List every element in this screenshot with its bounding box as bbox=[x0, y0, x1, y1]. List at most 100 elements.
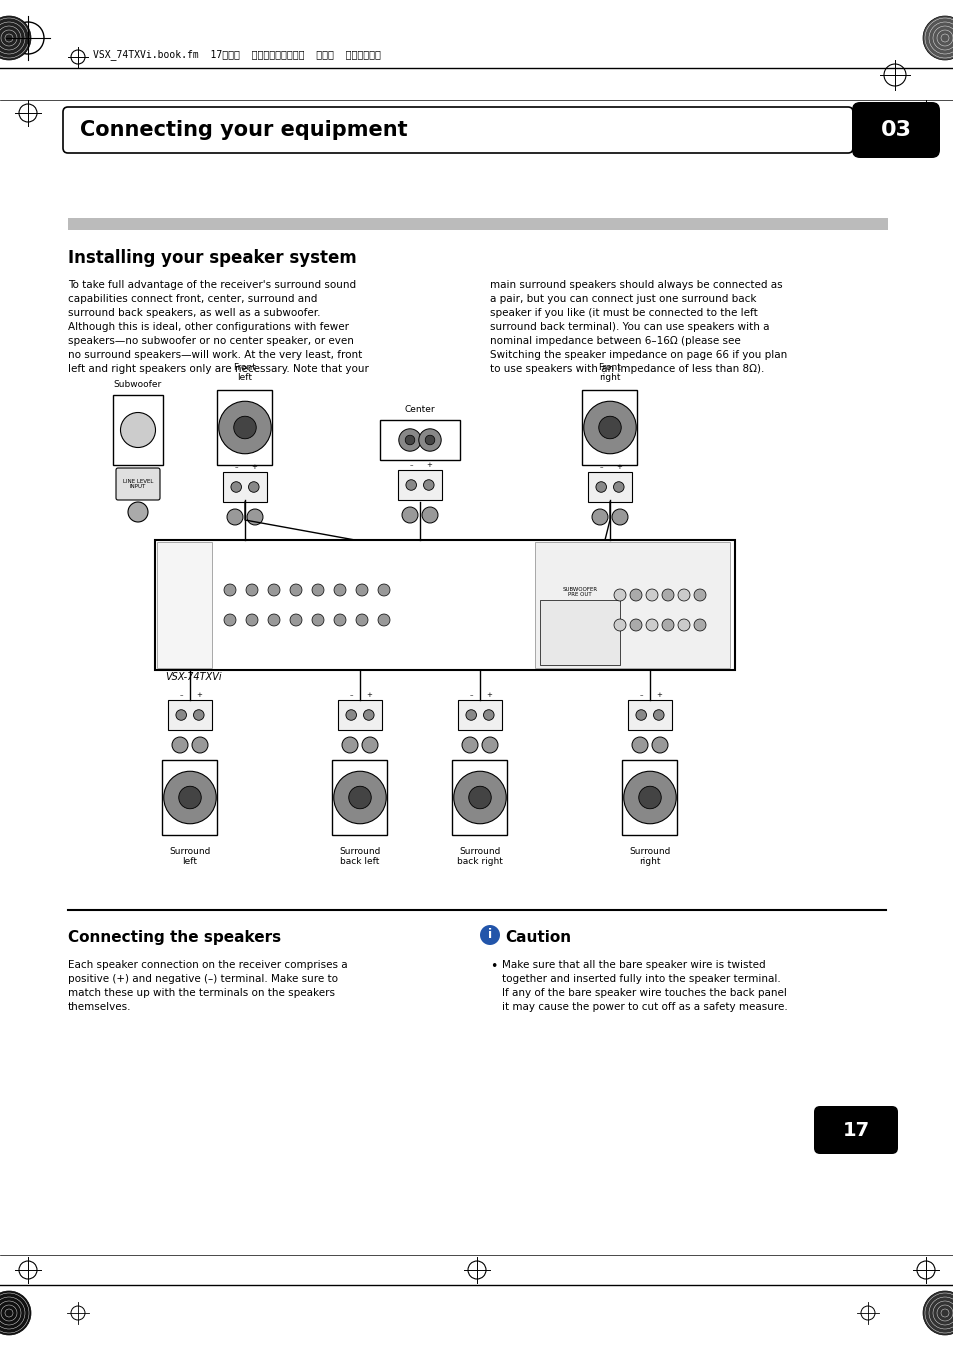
Circle shape bbox=[421, 507, 437, 523]
Circle shape bbox=[246, 584, 257, 596]
Text: 17: 17 bbox=[841, 1120, 868, 1139]
Circle shape bbox=[923, 1292, 953, 1335]
Circle shape bbox=[653, 709, 663, 720]
Text: Installing your speaker system: Installing your speaker system bbox=[68, 249, 356, 267]
Circle shape bbox=[661, 619, 673, 631]
Text: Surround
right: Surround right bbox=[629, 847, 670, 866]
Circle shape bbox=[128, 503, 148, 521]
Circle shape bbox=[614, 589, 625, 601]
Text: Center: Center bbox=[404, 405, 435, 413]
Text: Surround
back right: Surround back right bbox=[456, 847, 502, 866]
Circle shape bbox=[334, 613, 346, 626]
Text: Caution: Caution bbox=[504, 929, 571, 944]
Text: LINE LEVEL
INPUT: LINE LEVEL INPUT bbox=[123, 478, 153, 489]
FancyBboxPatch shape bbox=[813, 1106, 897, 1154]
Circle shape bbox=[231, 482, 241, 492]
Circle shape bbox=[361, 738, 377, 753]
Bar bbox=[587, 471, 631, 503]
Circle shape bbox=[423, 480, 434, 490]
Circle shape bbox=[218, 401, 271, 454]
Text: Connecting the speakers: Connecting the speakers bbox=[68, 929, 281, 944]
Circle shape bbox=[349, 786, 371, 809]
Text: En: En bbox=[849, 1142, 862, 1152]
Circle shape bbox=[0, 16, 30, 59]
Text: VSX_74TXVi.book.fm  17ページ  ２００５年６月６日  月曜日  午後７時８分: VSX_74TXVi.book.fm 17ページ ２００５年６月６日 月曜日 午… bbox=[92, 50, 380, 61]
FancyBboxPatch shape bbox=[63, 107, 852, 153]
Text: +: + bbox=[425, 462, 432, 467]
Circle shape bbox=[636, 709, 646, 720]
Circle shape bbox=[623, 771, 676, 824]
Circle shape bbox=[483, 709, 494, 720]
Text: Surround
back left: Surround back left bbox=[339, 847, 380, 866]
Bar bbox=[168, 700, 212, 730]
FancyBboxPatch shape bbox=[851, 101, 939, 158]
Text: Front
right: Front right bbox=[598, 362, 620, 382]
Circle shape bbox=[355, 613, 368, 626]
Circle shape bbox=[233, 416, 256, 439]
Circle shape bbox=[481, 738, 497, 753]
Circle shape bbox=[661, 589, 673, 601]
Circle shape bbox=[175, 709, 186, 720]
Bar bbox=[452, 761, 507, 835]
Circle shape bbox=[598, 416, 620, 439]
Circle shape bbox=[247, 509, 263, 526]
Circle shape bbox=[639, 786, 660, 809]
Bar bbox=[68, 218, 887, 230]
Text: –: – bbox=[409, 462, 413, 467]
Text: •: • bbox=[490, 961, 497, 973]
Text: Subwoofer: Subwoofer bbox=[113, 380, 162, 389]
Circle shape bbox=[227, 509, 243, 526]
Text: –: – bbox=[234, 463, 237, 470]
Bar bbox=[154, 540, 734, 670]
Circle shape bbox=[290, 613, 302, 626]
Circle shape bbox=[178, 786, 201, 809]
Circle shape bbox=[465, 709, 476, 720]
Circle shape bbox=[693, 619, 705, 631]
Text: Connecting your equipment: Connecting your equipment bbox=[80, 120, 407, 141]
Circle shape bbox=[312, 584, 324, 596]
Circle shape bbox=[172, 738, 188, 753]
Text: –: – bbox=[469, 692, 473, 698]
Circle shape bbox=[0, 1292, 30, 1335]
Circle shape bbox=[268, 613, 280, 626]
Bar bbox=[223, 471, 267, 503]
Text: To take full advantage of the receiver's surround sound
capabilities connect fro: To take full advantage of the receiver's… bbox=[68, 280, 369, 374]
Bar bbox=[535, 542, 729, 667]
Text: +: + bbox=[366, 692, 372, 698]
Text: Surround
left: Surround left bbox=[169, 847, 211, 866]
Text: 03: 03 bbox=[880, 120, 910, 141]
Circle shape bbox=[418, 428, 440, 451]
Text: i: i bbox=[487, 928, 492, 942]
Text: +: + bbox=[616, 463, 621, 470]
Circle shape bbox=[583, 401, 636, 454]
Bar bbox=[379, 420, 459, 459]
Circle shape bbox=[461, 738, 477, 753]
Text: –: – bbox=[639, 692, 642, 698]
Circle shape bbox=[193, 709, 204, 720]
Circle shape bbox=[468, 786, 491, 809]
Text: VSX-74TXVi: VSX-74TXVi bbox=[165, 671, 221, 682]
Circle shape bbox=[629, 619, 641, 631]
Text: Make sure that all the bare speaker wire is twisted
together and inserted fully : Make sure that all the bare speaker wire… bbox=[501, 961, 787, 1012]
Circle shape bbox=[346, 709, 356, 720]
Circle shape bbox=[312, 613, 324, 626]
Bar bbox=[627, 700, 671, 730]
Circle shape bbox=[268, 584, 280, 596]
Circle shape bbox=[341, 738, 357, 753]
FancyBboxPatch shape bbox=[116, 467, 160, 500]
Circle shape bbox=[334, 771, 386, 824]
Circle shape bbox=[425, 435, 435, 444]
Circle shape bbox=[355, 584, 368, 596]
Circle shape bbox=[613, 482, 623, 492]
Circle shape bbox=[249, 482, 259, 492]
Bar bbox=[112, 394, 163, 465]
Circle shape bbox=[614, 619, 625, 631]
Circle shape bbox=[224, 613, 235, 626]
Text: –: – bbox=[179, 692, 183, 698]
Text: –: – bbox=[598, 463, 602, 470]
Bar bbox=[337, 700, 381, 730]
Circle shape bbox=[192, 738, 208, 753]
Bar bbox=[457, 700, 501, 730]
Circle shape bbox=[405, 435, 415, 444]
Circle shape bbox=[596, 482, 606, 492]
